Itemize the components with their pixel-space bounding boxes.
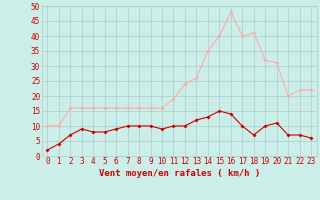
- X-axis label: Vent moyen/en rafales ( km/h ): Vent moyen/en rafales ( km/h ): [99, 169, 260, 178]
